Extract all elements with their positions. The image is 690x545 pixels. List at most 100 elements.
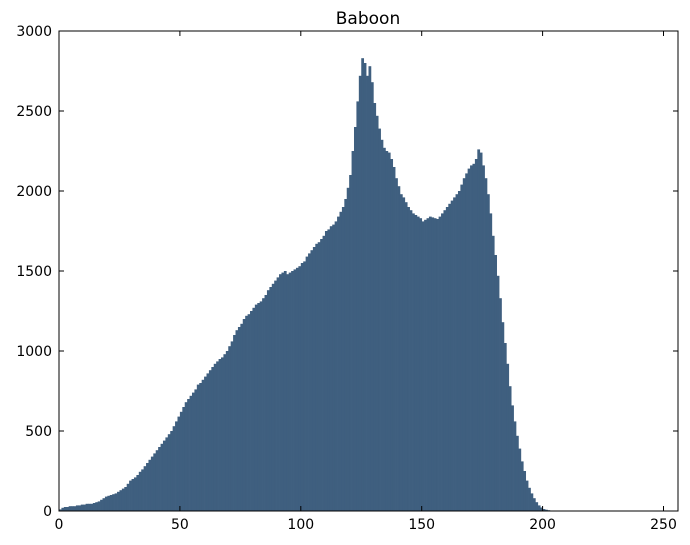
histogram-bar bbox=[327, 229, 331, 511]
y-tick-label: 3000 bbox=[16, 24, 52, 40]
histogram-bar bbox=[465, 173, 468, 511]
histogram-bar bbox=[158, 447, 161, 511]
histogram-bar bbox=[78, 505, 82, 511]
histogram-bar bbox=[179, 411, 183, 511]
histogram-bar bbox=[515, 435, 519, 511]
histogram-bar bbox=[216, 361, 219, 511]
histogram-bar bbox=[298, 266, 302, 511]
histogram-bar bbox=[508, 386, 512, 511]
histogram-bar bbox=[114, 493, 118, 511]
histogram-bar bbox=[324, 231, 328, 511]
y-tick-label: 500 bbox=[25, 424, 52, 440]
histogram-bar bbox=[472, 163, 476, 512]
histogram-bar bbox=[399, 194, 403, 511]
histogram-bar bbox=[264, 295, 268, 511]
histogram-bar bbox=[276, 277, 280, 511]
histogram-bar bbox=[518, 448, 522, 511]
histogram-bar bbox=[349, 175, 352, 511]
histogram-bar bbox=[395, 178, 398, 511]
histogram-bar bbox=[491, 235, 495, 512]
histogram-bar bbox=[540, 507, 543, 511]
histogram-bar bbox=[353, 127, 357, 511]
histogram-bar bbox=[312, 247, 316, 511]
histogram-bar bbox=[247, 314, 251, 511]
histogram-bar bbox=[530, 493, 534, 511]
histogram-bar bbox=[187, 399, 190, 511]
x-tick-label: 250 bbox=[650, 517, 677, 533]
x-tick-label: 200 bbox=[529, 517, 556, 533]
histogram-bar bbox=[63, 507, 67, 511]
histogram-bar bbox=[281, 272, 285, 511]
histogram-bar bbox=[59, 509, 62, 511]
histogram-bar bbox=[148, 459, 152, 511]
histogram-bar bbox=[477, 149, 481, 511]
histogram-bar bbox=[133, 477, 137, 511]
histogram-bar bbox=[262, 298, 265, 511]
histogram-bar bbox=[320, 239, 323, 511]
histogram-bar bbox=[339, 211, 343, 512]
histogram-bar bbox=[73, 506, 77, 511]
histogram-bar bbox=[184, 402, 188, 511]
histogram-bar bbox=[104, 496, 108, 511]
histogram-bar bbox=[235, 330, 239, 511]
histogram-bar bbox=[346, 187, 350, 512]
histogram-bar bbox=[421, 221, 425, 511]
histogram-bar bbox=[433, 218, 437, 511]
histogram-bar bbox=[356, 101, 360, 512]
histogram-bar bbox=[363, 63, 367, 511]
histogram-bar bbox=[305, 256, 309, 511]
histogram-bar bbox=[230, 341, 234, 511]
histogram-bar bbox=[129, 480, 132, 511]
histogram-bar bbox=[146, 463, 149, 511]
histogram-bar bbox=[196, 384, 200, 511]
x-tick-label: 50 bbox=[171, 517, 189, 533]
histogram-bar bbox=[124, 487, 128, 511]
histogram-bar bbox=[252, 307, 256, 511]
histogram-bar bbox=[97, 501, 101, 511]
histogram-bar bbox=[484, 178, 488, 511]
histogram-bar bbox=[373, 103, 377, 511]
histogram-bar bbox=[117, 491, 120, 511]
histogram-bar bbox=[189, 395, 193, 511]
histogram-bar bbox=[407, 207, 410, 511]
histogram-bar bbox=[506, 363, 510, 511]
histogram-bar bbox=[474, 159, 478, 511]
histogram-bar bbox=[532, 498, 536, 511]
histogram-bar bbox=[208, 370, 212, 511]
histogram-bar bbox=[358, 75, 362, 512]
histogram-bar bbox=[513, 421, 517, 511]
histogram-bar bbox=[308, 253, 311, 511]
histogram-bar bbox=[436, 219, 439, 511]
histogram-bar bbox=[310, 250, 314, 511]
histogram-bar bbox=[351, 151, 355, 511]
histogram-bar bbox=[380, 139, 384, 512]
x-axis: 0 50 100 150 200 250 bbox=[55, 31, 677, 533]
histogram-bar bbox=[245, 315, 248, 511]
histogram-bar bbox=[228, 346, 232, 511]
histogram-bar bbox=[211, 367, 215, 511]
histogram-bar bbox=[370, 82, 374, 511]
histogram-bar bbox=[542, 509, 546, 511]
histogram-bar bbox=[138, 471, 142, 511]
histogram-bar bbox=[119, 490, 123, 511]
histogram-bar bbox=[501, 322, 505, 511]
histogram-bar bbox=[293, 269, 297, 511]
histogram-bar bbox=[431, 217, 435, 511]
histogram-bar bbox=[317, 242, 321, 511]
histogram-bar bbox=[121, 488, 125, 511]
histogram-bar bbox=[448, 203, 452, 512]
histogram-bar bbox=[337, 216, 340, 511]
histogram-bar bbox=[68, 506, 72, 511]
histogram-bar bbox=[499, 298, 502, 511]
histogram-bar bbox=[218, 359, 222, 511]
histogram-bar bbox=[288, 272, 292, 511]
histogram-bar bbox=[204, 376, 207, 511]
histogram-bar bbox=[257, 303, 261, 511]
histogram-bar bbox=[279, 274, 282, 511]
histogram-bar bbox=[383, 147, 386, 512]
histogram-bar bbox=[344, 199, 348, 511]
histogram-bar bbox=[259, 301, 263, 511]
histogram-bar bbox=[177, 416, 181, 511]
x-tick-label: 150 bbox=[408, 517, 435, 533]
